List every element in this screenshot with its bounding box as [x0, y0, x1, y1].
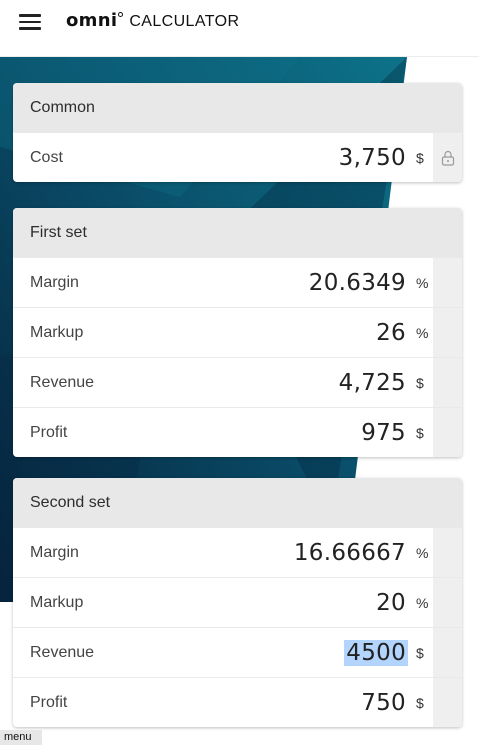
cost-row: Cost 3,750 $ — [13, 132, 462, 182]
profit-input[interactable]: 975 — [361, 419, 406, 446]
revenue-input[interactable]: 4,725 — [338, 369, 406, 396]
card-title: Second set — [13, 478, 462, 527]
row-label: Markup — [30, 593, 84, 611]
row-label: Profit — [30, 423, 68, 441]
profit-row: Profit 975 $ — [13, 407, 462, 457]
unit-label: % — [416, 594, 429, 611]
app-header: omni CALCULATOR — [0, 0, 479, 57]
row-label: Cost — [30, 148, 63, 166]
omni-logo[interactable]: omni CALCULATOR — [66, 10, 239, 32]
profit-input[interactable]: 750 — [361, 689, 406, 716]
first-set-card: First set Margin 20.6349 % Markup 26 % R… — [13, 208, 462, 457]
unit-label: $ — [416, 694, 424, 711]
margin-input[interactable]: 20.6349 — [308, 269, 406, 296]
margin-input[interactable]: 16.66667 — [293, 539, 406, 566]
card-title: Common — [13, 83, 462, 132]
logo-omni-text: omni — [66, 10, 118, 31]
revenue-row: Revenue 4,725 $ — [13, 357, 462, 407]
common-card: Common Cost 3,750 $ — [13, 83, 462, 182]
margin-row: Margin 20.6349 % — [13, 257, 462, 307]
markup-input[interactable]: 26 — [376, 319, 406, 346]
row-label: Markup — [30, 323, 84, 341]
row-label: Margin — [30, 543, 79, 561]
cost-input[interactable]: 3,750 — [338, 144, 406, 171]
hamburger-menu-icon[interactable] — [19, 14, 41, 30]
unit-label: $ — [416, 149, 424, 166]
menu-tag[interactable]: menu — [0, 730, 42, 745]
markup-row: Markup 20 % — [13, 577, 462, 627]
unit-label: % — [416, 544, 429, 561]
logo-dot-icon — [118, 12, 124, 17]
second-set-card: Second set Margin 16.66667 % Markup 20 %… — [13, 478, 462, 727]
row-label: Revenue — [30, 373, 95, 391]
markup-row: Markup 26 % — [13, 307, 462, 357]
row-label: Revenue — [30, 643, 95, 661]
margin-row: Margin 16.66667 % — [13, 527, 462, 577]
revenue-input[interactable]: 4500 — [344, 639, 408, 666]
unit-label: % — [416, 274, 429, 291]
unit-label: % — [416, 324, 429, 341]
lock-icon[interactable] — [441, 150, 455, 166]
unit-label: $ — [416, 644, 424, 661]
row-label: Profit — [30, 693, 68, 711]
unit-label: $ — [416, 374, 424, 391]
revenue-row: Revenue 4500 $ — [13, 627, 462, 677]
row-label: Margin — [30, 273, 79, 291]
profit-row: Profit 750 $ — [13, 677, 462, 727]
logo-calculator-text: CALCULATOR — [129, 13, 240, 30]
markup-input[interactable]: 20 — [376, 589, 406, 616]
card-title: First set — [13, 208, 462, 257]
unit-label: $ — [416, 424, 424, 441]
lock-strip[interactable] — [433, 133, 462, 182]
